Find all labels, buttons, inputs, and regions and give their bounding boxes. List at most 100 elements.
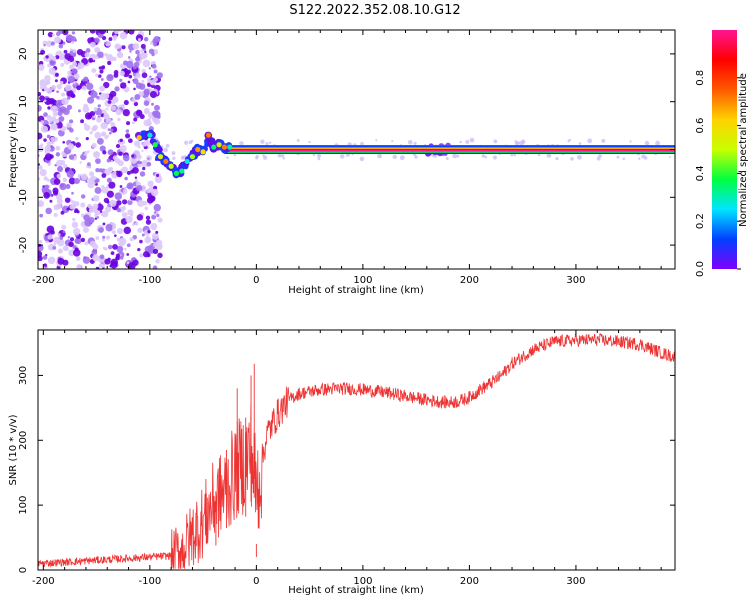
noise-speck xyxy=(130,169,135,174)
noise-speck xyxy=(57,110,63,116)
noise-speck xyxy=(151,232,159,240)
noise-speck xyxy=(141,149,144,153)
faint-speck xyxy=(578,142,582,145)
noise-speck xyxy=(87,203,92,209)
colorbar-tick-label: 0.2 xyxy=(695,213,706,229)
noise-speck xyxy=(69,237,75,242)
noise-speck xyxy=(43,263,47,267)
faint-speck xyxy=(392,154,397,160)
faint-speck xyxy=(622,157,626,160)
noise-speck xyxy=(126,253,130,256)
noise-speck xyxy=(152,150,156,154)
noise-speck xyxy=(92,254,99,262)
noise-speck xyxy=(153,110,161,119)
noise-speck xyxy=(113,174,118,178)
noise-speck xyxy=(51,105,59,113)
noise-speck xyxy=(157,217,163,223)
noise-speck xyxy=(100,78,104,81)
noise-speck xyxy=(146,188,152,194)
noise-speck xyxy=(128,138,133,144)
noise-speck xyxy=(126,69,132,75)
noise-speck xyxy=(39,213,44,218)
noise-speck xyxy=(114,86,120,92)
faint-speck xyxy=(519,140,524,146)
x-tick-label: 100 xyxy=(353,275,372,286)
noise-speck xyxy=(73,245,77,249)
noise-speck xyxy=(144,236,152,244)
noise-speck xyxy=(67,96,71,100)
colorbar-bar xyxy=(712,30,737,269)
track-point xyxy=(173,170,180,176)
faint-speck xyxy=(263,155,268,160)
noise-speck xyxy=(46,40,53,47)
noise-speck xyxy=(61,92,65,97)
faint-speck xyxy=(537,153,541,157)
faint-speck xyxy=(280,154,285,158)
noise-speck xyxy=(45,55,49,59)
noise-speck xyxy=(107,244,113,250)
noise-speck xyxy=(135,34,144,42)
faint-speck xyxy=(184,140,189,145)
y-tick-label: 20 xyxy=(18,48,29,61)
noise-speck xyxy=(99,69,104,74)
noise-speck xyxy=(126,121,131,126)
x-tick-label: -200 xyxy=(32,275,55,286)
noise-speck xyxy=(149,75,152,78)
noise-speck xyxy=(133,87,136,91)
noise-speck xyxy=(76,264,82,269)
x-tick-label: 300 xyxy=(566,275,585,286)
noise-speck xyxy=(76,210,80,214)
noise-speck xyxy=(62,245,69,252)
noise-speck xyxy=(50,41,55,46)
noise-speck xyxy=(56,198,63,205)
colorbar: 0.0 0.2 0.4 0.6 0.8 Normalized spectral ampl… xyxy=(695,30,749,277)
x-tick-label: 200 xyxy=(460,275,479,286)
noise-speck xyxy=(116,44,120,49)
noise-speck xyxy=(98,30,107,35)
noise-speck xyxy=(38,63,45,71)
noise-speck xyxy=(87,162,91,166)
faint-speck xyxy=(171,151,176,156)
noise-speck xyxy=(54,36,62,44)
noise-speck xyxy=(68,177,76,185)
noise-speck xyxy=(54,72,59,77)
noise-speck xyxy=(80,237,86,243)
noise-speck xyxy=(110,251,115,255)
noise-speck xyxy=(71,31,76,35)
noise-speck xyxy=(112,96,119,102)
noise-speck xyxy=(53,243,56,246)
noise-speck xyxy=(108,131,112,135)
noise-speck xyxy=(131,223,135,226)
noise-speck xyxy=(95,73,99,77)
noise-speck xyxy=(71,191,74,195)
noise-speck xyxy=(152,197,155,200)
faint-speck xyxy=(567,140,570,143)
noise-speck xyxy=(109,90,117,98)
noise-speck xyxy=(152,265,158,269)
noise-speck xyxy=(94,186,102,194)
faint-speck xyxy=(616,155,620,159)
noise-speck xyxy=(112,244,118,250)
noise-speck xyxy=(39,63,43,68)
noise-speck xyxy=(153,211,157,214)
noise-speck xyxy=(116,207,121,213)
noise-speck xyxy=(53,178,61,185)
noise-speck xyxy=(106,73,114,82)
noise-speck xyxy=(57,165,64,173)
y-tick-label: -10 xyxy=(18,189,29,205)
noise-speck xyxy=(150,61,154,65)
noise-speck xyxy=(39,95,45,102)
faint-speck xyxy=(638,157,641,160)
noise-speck xyxy=(139,52,147,60)
noise-speck xyxy=(141,79,145,83)
noise-speck xyxy=(38,239,43,244)
track-point xyxy=(227,144,233,150)
track-point xyxy=(211,144,217,150)
noise-speck xyxy=(113,37,117,41)
faint-speck xyxy=(233,153,237,157)
noise-speck xyxy=(107,128,111,131)
noise-speck xyxy=(96,137,104,145)
faint-speck xyxy=(239,141,244,146)
noise-speck xyxy=(116,245,124,253)
noise-speck xyxy=(128,30,135,35)
